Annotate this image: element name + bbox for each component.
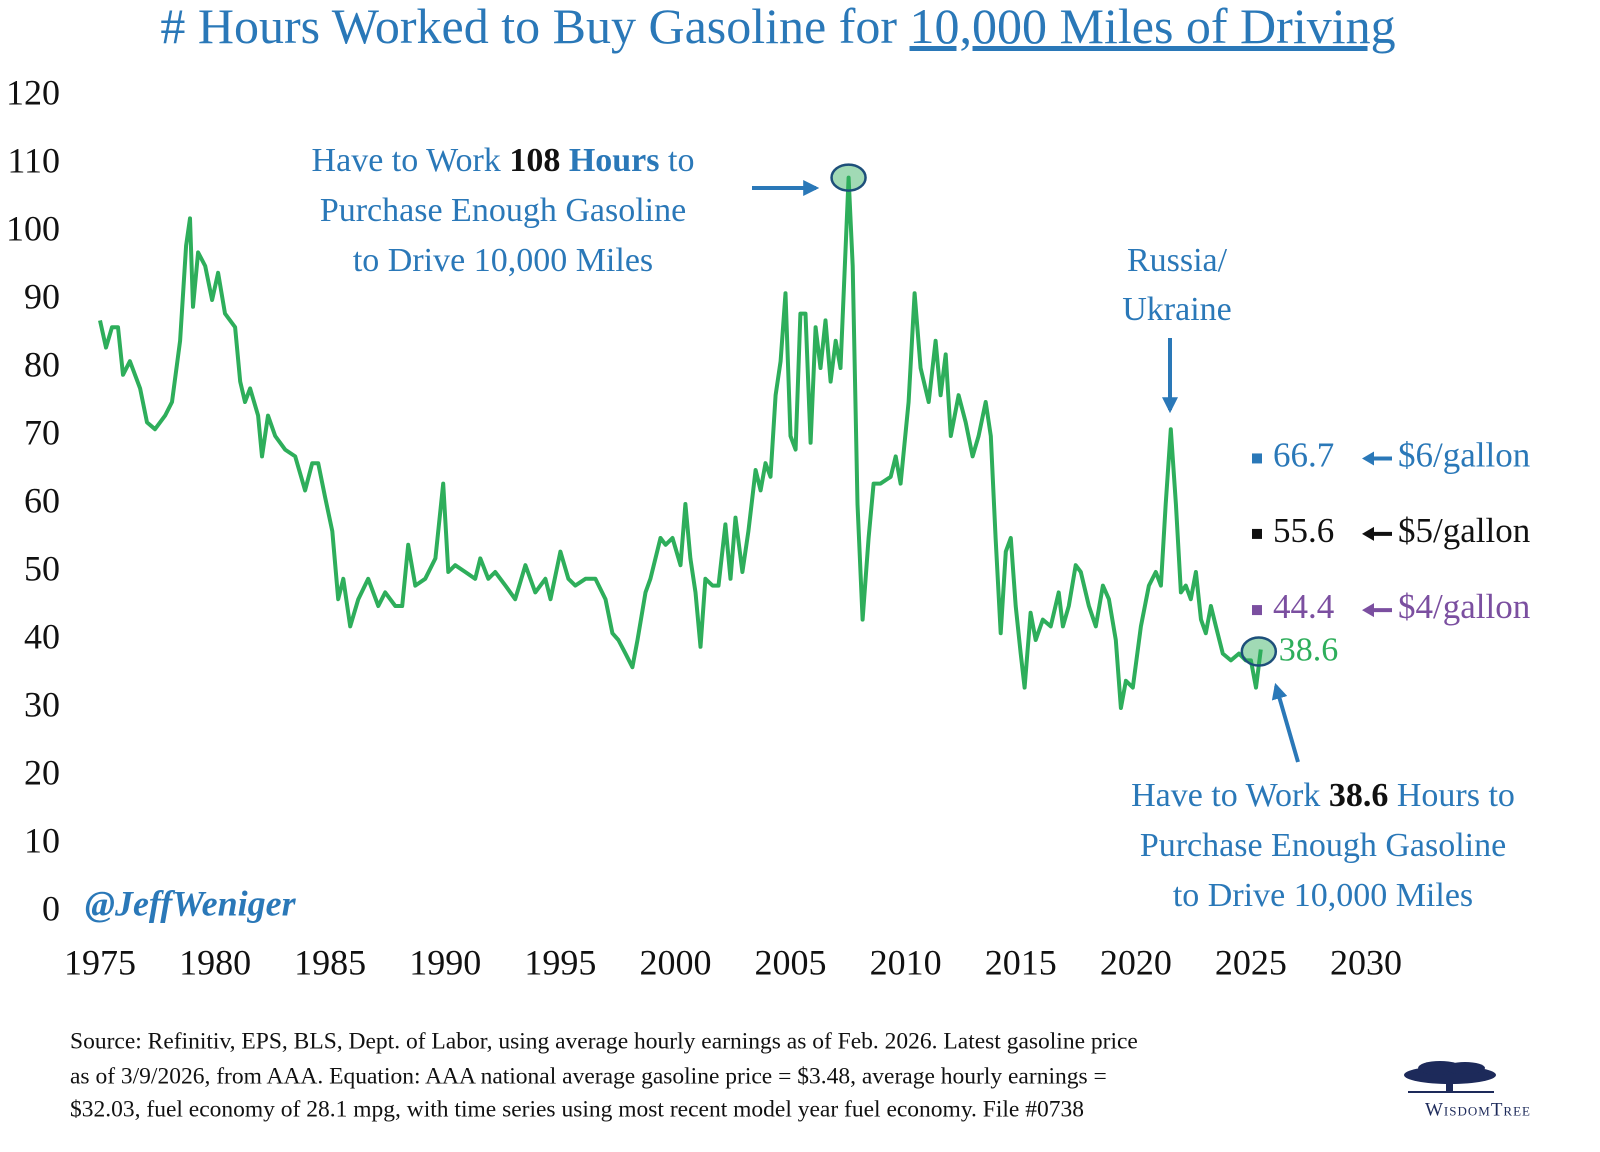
y-tick-label: 50	[24, 548, 60, 588]
y-tick-label: 80	[24, 344, 60, 384]
y-tick-label: 120	[6, 72, 60, 112]
y-tick-label: 10	[24, 820, 60, 860]
x-tick-label: 2000	[639, 942, 711, 982]
annotation-run: Have to Work	[1131, 777, 1329, 814]
annotation-run	[560, 142, 569, 179]
annotation-run: 108	[509, 142, 560, 179]
price-level-marker	[1252, 453, 1262, 464]
x-tick-label: 1980	[179, 942, 251, 982]
annotation-run: to	[660, 142, 695, 179]
highlight-circle	[1240, 636, 1278, 667]
annotation-line: Purchase Enough Gasoline	[320, 192, 686, 229]
annotation-run: Russia/	[1127, 242, 1228, 279]
x-tick-label: 1975	[64, 942, 136, 982]
x-tick-label: 2015	[985, 942, 1057, 982]
annotation-line: to Drive 10,000 Miles	[1173, 877, 1473, 914]
y-tick-label: 30	[24, 684, 60, 724]
chart-title: # Hours Worked to Buy Gasoline for 10,00…	[160, 0, 1395, 54]
source-line: $32.03, fuel economy of 28.1 mpg, with t…	[70, 1096, 1084, 1122]
logo-text: WisdomTree	[1425, 1099, 1531, 1120]
x-tick-label: 1990	[409, 942, 481, 982]
y-tick-label: 60	[24, 480, 60, 520]
source-line: as of 3/9/2026, from AAA. Equation: AAA …	[70, 1063, 1107, 1089]
title-part: # Hours Worked to Buy Gasoline for	[160, 0, 909, 54]
price-level-marker	[1252, 605, 1262, 616]
y-tick-label: 0	[42, 888, 60, 928]
latest-value-label: 38.6	[1279, 631, 1339, 668]
price-level-arrowhead	[1362, 451, 1374, 466]
y-tick-label: 20	[24, 752, 60, 792]
price-level-value: 66.7	[1273, 435, 1334, 474]
annotation-run: to Drive 10,000 Miles	[353, 242, 653, 279]
price-level-arrowhead	[1362, 526, 1374, 541]
price-level-value: 44.4	[1273, 587, 1334, 626]
x-tick-label: 2005	[755, 942, 827, 982]
annotation-line: Have to Work 108 Hours to	[312, 142, 695, 179]
price-level-value: 55.6	[1273, 511, 1334, 550]
y-tick-label: 110	[7, 140, 60, 180]
annotation-line: Ukraine	[1122, 291, 1232, 328]
x-tick-label: 2010	[870, 942, 942, 982]
annotation-run: Hours to	[1388, 777, 1515, 814]
data-line	[98, 175, 1263, 710]
logo-tree	[1404, 1061, 1496, 1093]
annotation-line: Purchase Enough Gasoline	[1140, 827, 1506, 864]
annotation-line: to Drive 10,000 Miles	[353, 242, 653, 279]
highlight-circle	[830, 163, 867, 192]
annotation-run: Have to Work	[312, 142, 510, 179]
annotation-run: Hours	[569, 142, 660, 179]
y-tick-label: 100	[6, 208, 60, 248]
annotation-line: Russia/	[1127, 242, 1228, 279]
annotation-run: to Drive 10,000 Miles	[1173, 877, 1473, 914]
source-line: Source: Refinitiv, EPS, BLS, Dept. of La…	[70, 1028, 1138, 1054]
price-level-label: $5/gallon	[1398, 511, 1530, 550]
price-level-label: $6/gallon	[1398, 435, 1530, 474]
y-tick-label: 90	[24, 276, 60, 316]
annotation-run: 38.6	[1329, 777, 1389, 814]
y-tick-label: 40	[24, 616, 60, 656]
annotation-run: Ukraine	[1122, 291, 1232, 328]
annotation-run: Purchase Enough Gasoline	[320, 192, 686, 229]
price-level-marker	[1252, 528, 1262, 539]
y-tick-label: 70	[24, 412, 60, 452]
annotation-run: Purchase Enough Gasoline	[1140, 827, 1506, 864]
annotation-line: Have to Work 38.6 Hours to	[1131, 777, 1515, 814]
price-level-arrowhead	[1362, 603, 1374, 618]
annotation-arrow	[1271, 682, 1300, 763]
x-tick-label: 2030	[1330, 942, 1402, 982]
price-level-label: $4/gallon	[1398, 587, 1530, 626]
x-tick-label: 1985	[294, 942, 366, 982]
x-tick-label: 2025	[1215, 942, 1287, 982]
x-tick-label: 1995	[524, 942, 596, 982]
title-part: 10,000 Miles of Driving	[910, 0, 1396, 54]
x-tick-label: 2020	[1100, 942, 1172, 982]
handle: @JeffWeniger	[85, 883, 297, 923]
